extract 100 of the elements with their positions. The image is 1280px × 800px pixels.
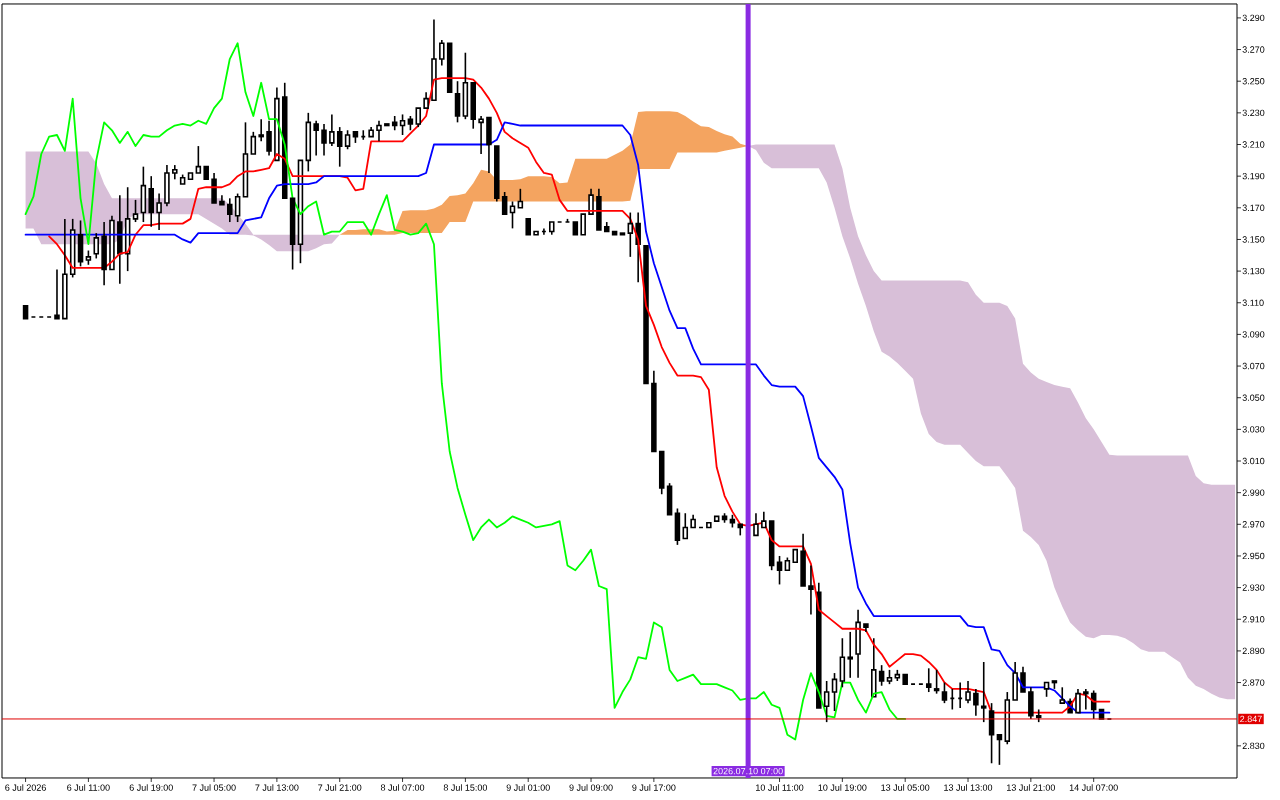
candlestick (289, 197, 296, 271)
candlestick (156, 192, 162, 231)
candlestick (336, 126, 343, 168)
candlestick (973, 688, 979, 717)
candlestick (470, 81, 476, 130)
candlestick (682, 512, 689, 540)
y-tick-label: 3.170 (1242, 204, 1265, 211)
x-tick-label: 9 Jul 01:00 (506, 784, 550, 791)
x-tick-label: 13 Jul 13:00 (944, 784, 993, 791)
candlestick (321, 123, 327, 157)
y-tick-label: 3.010 (1242, 457, 1265, 465)
y-tick-label: 3.250 (1242, 78, 1265, 85)
y-tick-label: 2.890 (1242, 647, 1265, 655)
candlestick (792, 548, 798, 564)
x-tick-label: 10 Jul 11:00 (756, 784, 804, 791)
candlestick (651, 370, 657, 453)
candlestick (1012, 661, 1018, 701)
candlestick (603, 221, 610, 233)
candlestick (596, 188, 602, 231)
y-tick-label: 3.210 (1242, 141, 1265, 148)
candlestick (62, 218, 68, 320)
y-tick-label: 3.230 (1242, 109, 1265, 117)
candlestick (93, 232, 100, 260)
x-tick-label: 9 Jul 17:00 (632, 784, 676, 791)
candlestick (761, 510, 767, 529)
candlestick (871, 637, 877, 698)
y-tick-label: 2.830 (1242, 742, 1265, 750)
x-tick-label: 10 Jul 19:00 (818, 784, 867, 791)
y-tick-label: 3.270 (1242, 46, 1265, 53)
candlestick (423, 91, 429, 109)
candlestick (187, 172, 194, 181)
candlestick (1059, 686, 1066, 704)
x-tick-label: 7 Jul 21:00 (318, 784, 362, 791)
candlestick (619, 232, 626, 236)
y-tick-label: 3.050 (1242, 394, 1265, 401)
candlestick (486, 116, 492, 174)
candlestick (549, 221, 555, 236)
candlestick (753, 512, 759, 537)
candlestick (266, 119, 272, 157)
candlestick (658, 450, 665, 496)
x-tick-label: 6 Jul 2026 (5, 784, 46, 791)
candlestick (203, 165, 209, 181)
candlestick (706, 521, 712, 529)
y-tick-label: 3.070 (1242, 362, 1265, 370)
candlestick (22, 305, 29, 320)
candlestick (101, 221, 107, 287)
ref-line-label: 2.847 (1240, 715, 1262, 723)
x-tick-label: 9 Jul 09:00 (569, 784, 613, 791)
candlestick (580, 213, 586, 236)
candlestick (211, 172, 217, 204)
x-tick-label: 8 Jul 15:00 (443, 784, 488, 791)
candlestick (996, 733, 1003, 766)
candlestick (274, 86, 280, 162)
candlestick (611, 230, 618, 236)
candlestick (148, 175, 154, 228)
candlestick (925, 667, 932, 693)
candlestick (816, 582, 822, 709)
candlestick (588, 188, 594, 215)
x-tick-label: 6 Jul 19:00 (129, 784, 173, 791)
candlestick (800, 533, 806, 587)
candlestick (737, 523, 744, 537)
candlestick (242, 121, 249, 198)
candlestick (172, 164, 178, 181)
candlestick (808, 564, 814, 616)
candlestick (109, 214, 115, 271)
candlestick (902, 673, 908, 685)
candlestick (690, 514, 696, 529)
candlestick (533, 230, 539, 236)
candlestick (54, 268, 60, 320)
x-tick-label: 14 Jul 07:00 (1069, 784, 1118, 791)
candlestick (572, 221, 579, 236)
y-tick-label: 3.030 (1242, 426, 1265, 433)
candlestick (847, 631, 853, 679)
x-tick-label: 13 Jul 05:00 (881, 784, 930, 791)
x-tick-label: 7 Jul 13:00 (255, 784, 299, 791)
y-tick-label: 2.910 (1242, 616, 1265, 623)
y-tick-label: 3.290 (1242, 14, 1265, 22)
candlestick (863, 623, 869, 633)
x-tick-label: 6 Jul 11:00 (67, 784, 110, 791)
candlestick (1075, 688, 1081, 714)
y-tick-label: 3.110 (1242, 299, 1264, 306)
candlestick (643, 244, 649, 385)
candlestick (384, 123, 390, 127)
candlestick (855, 608, 861, 679)
x-tick-label: 13 Jul 21:00 (1007, 784, 1056, 791)
candlestick (713, 515, 720, 522)
x-tick-label: 2026.07.10 07:00 (713, 767, 783, 775)
y-tick-label: 3.150 (1242, 236, 1265, 243)
candlestick (376, 119, 382, 143)
candlestick (227, 197, 233, 223)
candlestick (525, 218, 531, 236)
y-tick-label: 2.970 (1242, 521, 1265, 528)
y-tick-label: 3.190 (1242, 172, 1265, 180)
y-tick-label: 2.930 (1242, 584, 1265, 591)
candlestick (219, 194, 225, 206)
candlestick (195, 145, 202, 174)
candlestick (117, 194, 123, 285)
x-tick-label: 8 Jul 07:00 (380, 784, 425, 791)
y-tick-label: 2.990 (1242, 489, 1265, 496)
x-tick-label: 7 Jul 05:00 (192, 784, 236, 791)
